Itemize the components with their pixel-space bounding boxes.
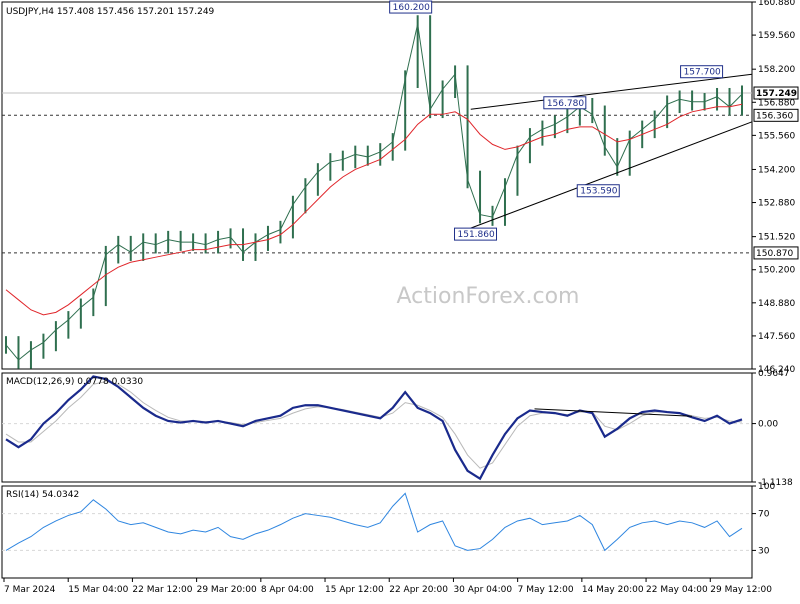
price-y-tick-label: 160.880 xyxy=(758,0,795,8)
x-axis-label: 7 May 12:00 xyxy=(518,585,574,595)
price-y-tick-label: 156.880 xyxy=(758,98,795,108)
trendline xyxy=(470,121,753,229)
x-axis-label: 15 Mar 04:00 xyxy=(68,585,128,595)
macd-trendline xyxy=(534,408,693,417)
x-axis-label: 14 May 20:00 xyxy=(582,585,644,595)
moving-average-line xyxy=(5,103,743,316)
x-axis-label: 22 Mar 12:00 xyxy=(132,585,192,595)
x-axis-label: 22 Apr 20:00 xyxy=(389,585,448,595)
price-y-tick-label: 159.560 xyxy=(758,31,795,41)
trendline xyxy=(470,73,753,110)
annotation-box xyxy=(543,96,587,110)
x-axis-label: 29 Mar 20:00 xyxy=(197,585,257,595)
macd-y-tick-label: -1.1138 xyxy=(758,478,793,488)
last-price-label: 157.249 xyxy=(756,89,797,99)
price-y-tick-label: 151.520 xyxy=(758,233,795,243)
level-label: 150.870 xyxy=(756,249,793,259)
last-price-box xyxy=(753,86,799,100)
annotation-box xyxy=(680,65,724,79)
rsi-panel-title: RSI(14) 54.0342 xyxy=(6,490,79,500)
rsi-y-tick-label: 30 xyxy=(758,546,770,556)
annotation-label: 151.860 xyxy=(458,230,495,240)
macd-panel-title: MACD(12,26,9) 0.0778 0.0330 xyxy=(6,377,143,387)
rsi-y-tick-label: 70 xyxy=(758,510,770,520)
macd-signal-line xyxy=(5,381,743,469)
price-y-tick-label: 158.200 xyxy=(758,65,795,75)
price-line xyxy=(5,23,743,361)
macd-y-tick-label: 0.00 xyxy=(758,420,778,430)
annotation-label: 160.200 xyxy=(393,3,430,13)
price-y-tick-label: 146.240 xyxy=(758,365,795,375)
annotation-label: 157.700 xyxy=(684,68,721,78)
macd-line xyxy=(5,375,743,481)
annotation-label: 156.780 xyxy=(547,99,584,109)
annotation-box xyxy=(389,0,433,14)
level-label-box xyxy=(753,246,799,260)
annotation-box xyxy=(576,184,620,198)
price-y-tick-label: 152.880 xyxy=(758,199,795,209)
price-y-tick-label: 154.200 xyxy=(758,165,795,175)
rsi-line xyxy=(5,492,743,552)
price-panel-title: USDJPY,H4 157.408 157.456 157.201 157.24… xyxy=(6,7,215,17)
rsi-panel-frame xyxy=(1,485,753,579)
price-y-tick-label: 155.560 xyxy=(758,131,795,141)
price-y-tick-label: 147.560 xyxy=(758,332,795,342)
level-label: 156.360 xyxy=(756,111,793,121)
level-label-box xyxy=(753,108,799,122)
x-axis-label: 15 Apr 12:00 xyxy=(325,585,384,595)
price-panel-frame xyxy=(1,1,753,370)
annotation-label: 153.590 xyxy=(580,187,617,197)
x-axis-label: 7 Mar 2024 xyxy=(4,585,56,595)
x-axis-label: 30 Apr 04:00 xyxy=(453,585,512,595)
rsi-y-tick-label: 100 xyxy=(758,482,775,492)
price-y-tick-label: 148.880 xyxy=(758,299,795,309)
watermark: ActionForex.com xyxy=(397,284,580,309)
x-axis-label: 29 May 12:00 xyxy=(710,585,772,595)
macd-y-tick-label: 0.9647 xyxy=(758,369,790,379)
annotation-box xyxy=(454,227,498,241)
macd-panel-frame xyxy=(1,372,753,483)
x-axis-label: 22 May 04:00 xyxy=(646,585,708,595)
price-y-tick-label: 150.200 xyxy=(758,266,795,276)
x-axis-label: 8 Apr 04:00 xyxy=(261,585,314,595)
